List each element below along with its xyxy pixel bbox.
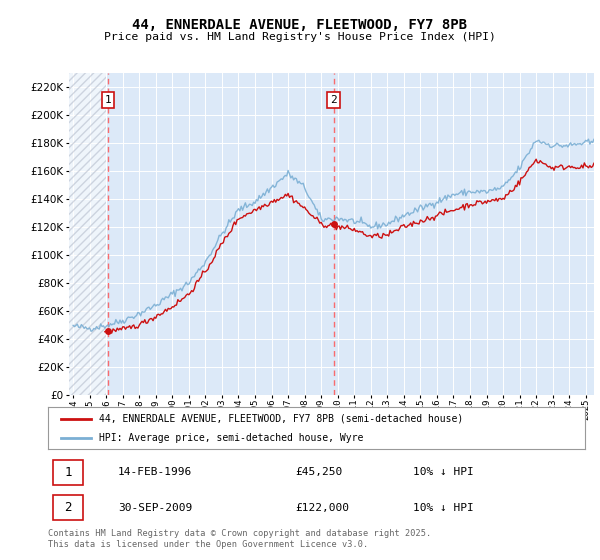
Text: 14-FEB-1996: 14-FEB-1996 [118, 468, 192, 477]
Text: 1: 1 [64, 466, 72, 479]
Text: Contains HM Land Registry data © Crown copyright and database right 2025.
This d: Contains HM Land Registry data © Crown c… [48, 529, 431, 549]
Text: 44, ENNERDALE AVENUE, FLEETWOOD, FY7 8PB (semi-detached house): 44, ENNERDALE AVENUE, FLEETWOOD, FY7 8PB… [99, 414, 463, 424]
Text: 30-SEP-2009: 30-SEP-2009 [118, 503, 192, 512]
Text: 1: 1 [105, 95, 112, 105]
Text: 10% ↓ HPI: 10% ↓ HPI [413, 468, 474, 477]
FancyBboxPatch shape [53, 495, 83, 520]
Text: 2: 2 [64, 501, 72, 514]
Bar [69, 73, 106, 395]
Text: Price paid vs. HM Land Registry's House Price Index (HPI): Price paid vs. HM Land Registry's House … [104, 32, 496, 43]
Text: £122,000: £122,000 [295, 503, 349, 512]
Text: £45,250: £45,250 [295, 468, 342, 477]
FancyBboxPatch shape [53, 460, 83, 485]
Text: 44, ENNERDALE AVENUE, FLEETWOOD, FY7 8PB: 44, ENNERDALE AVENUE, FLEETWOOD, FY7 8PB [133, 18, 467, 32]
Text: HPI: Average price, semi-detached house, Wyre: HPI: Average price, semi-detached house,… [99, 433, 364, 443]
Text: 10% ↓ HPI: 10% ↓ HPI [413, 503, 474, 512]
Text: 2: 2 [330, 95, 337, 105]
